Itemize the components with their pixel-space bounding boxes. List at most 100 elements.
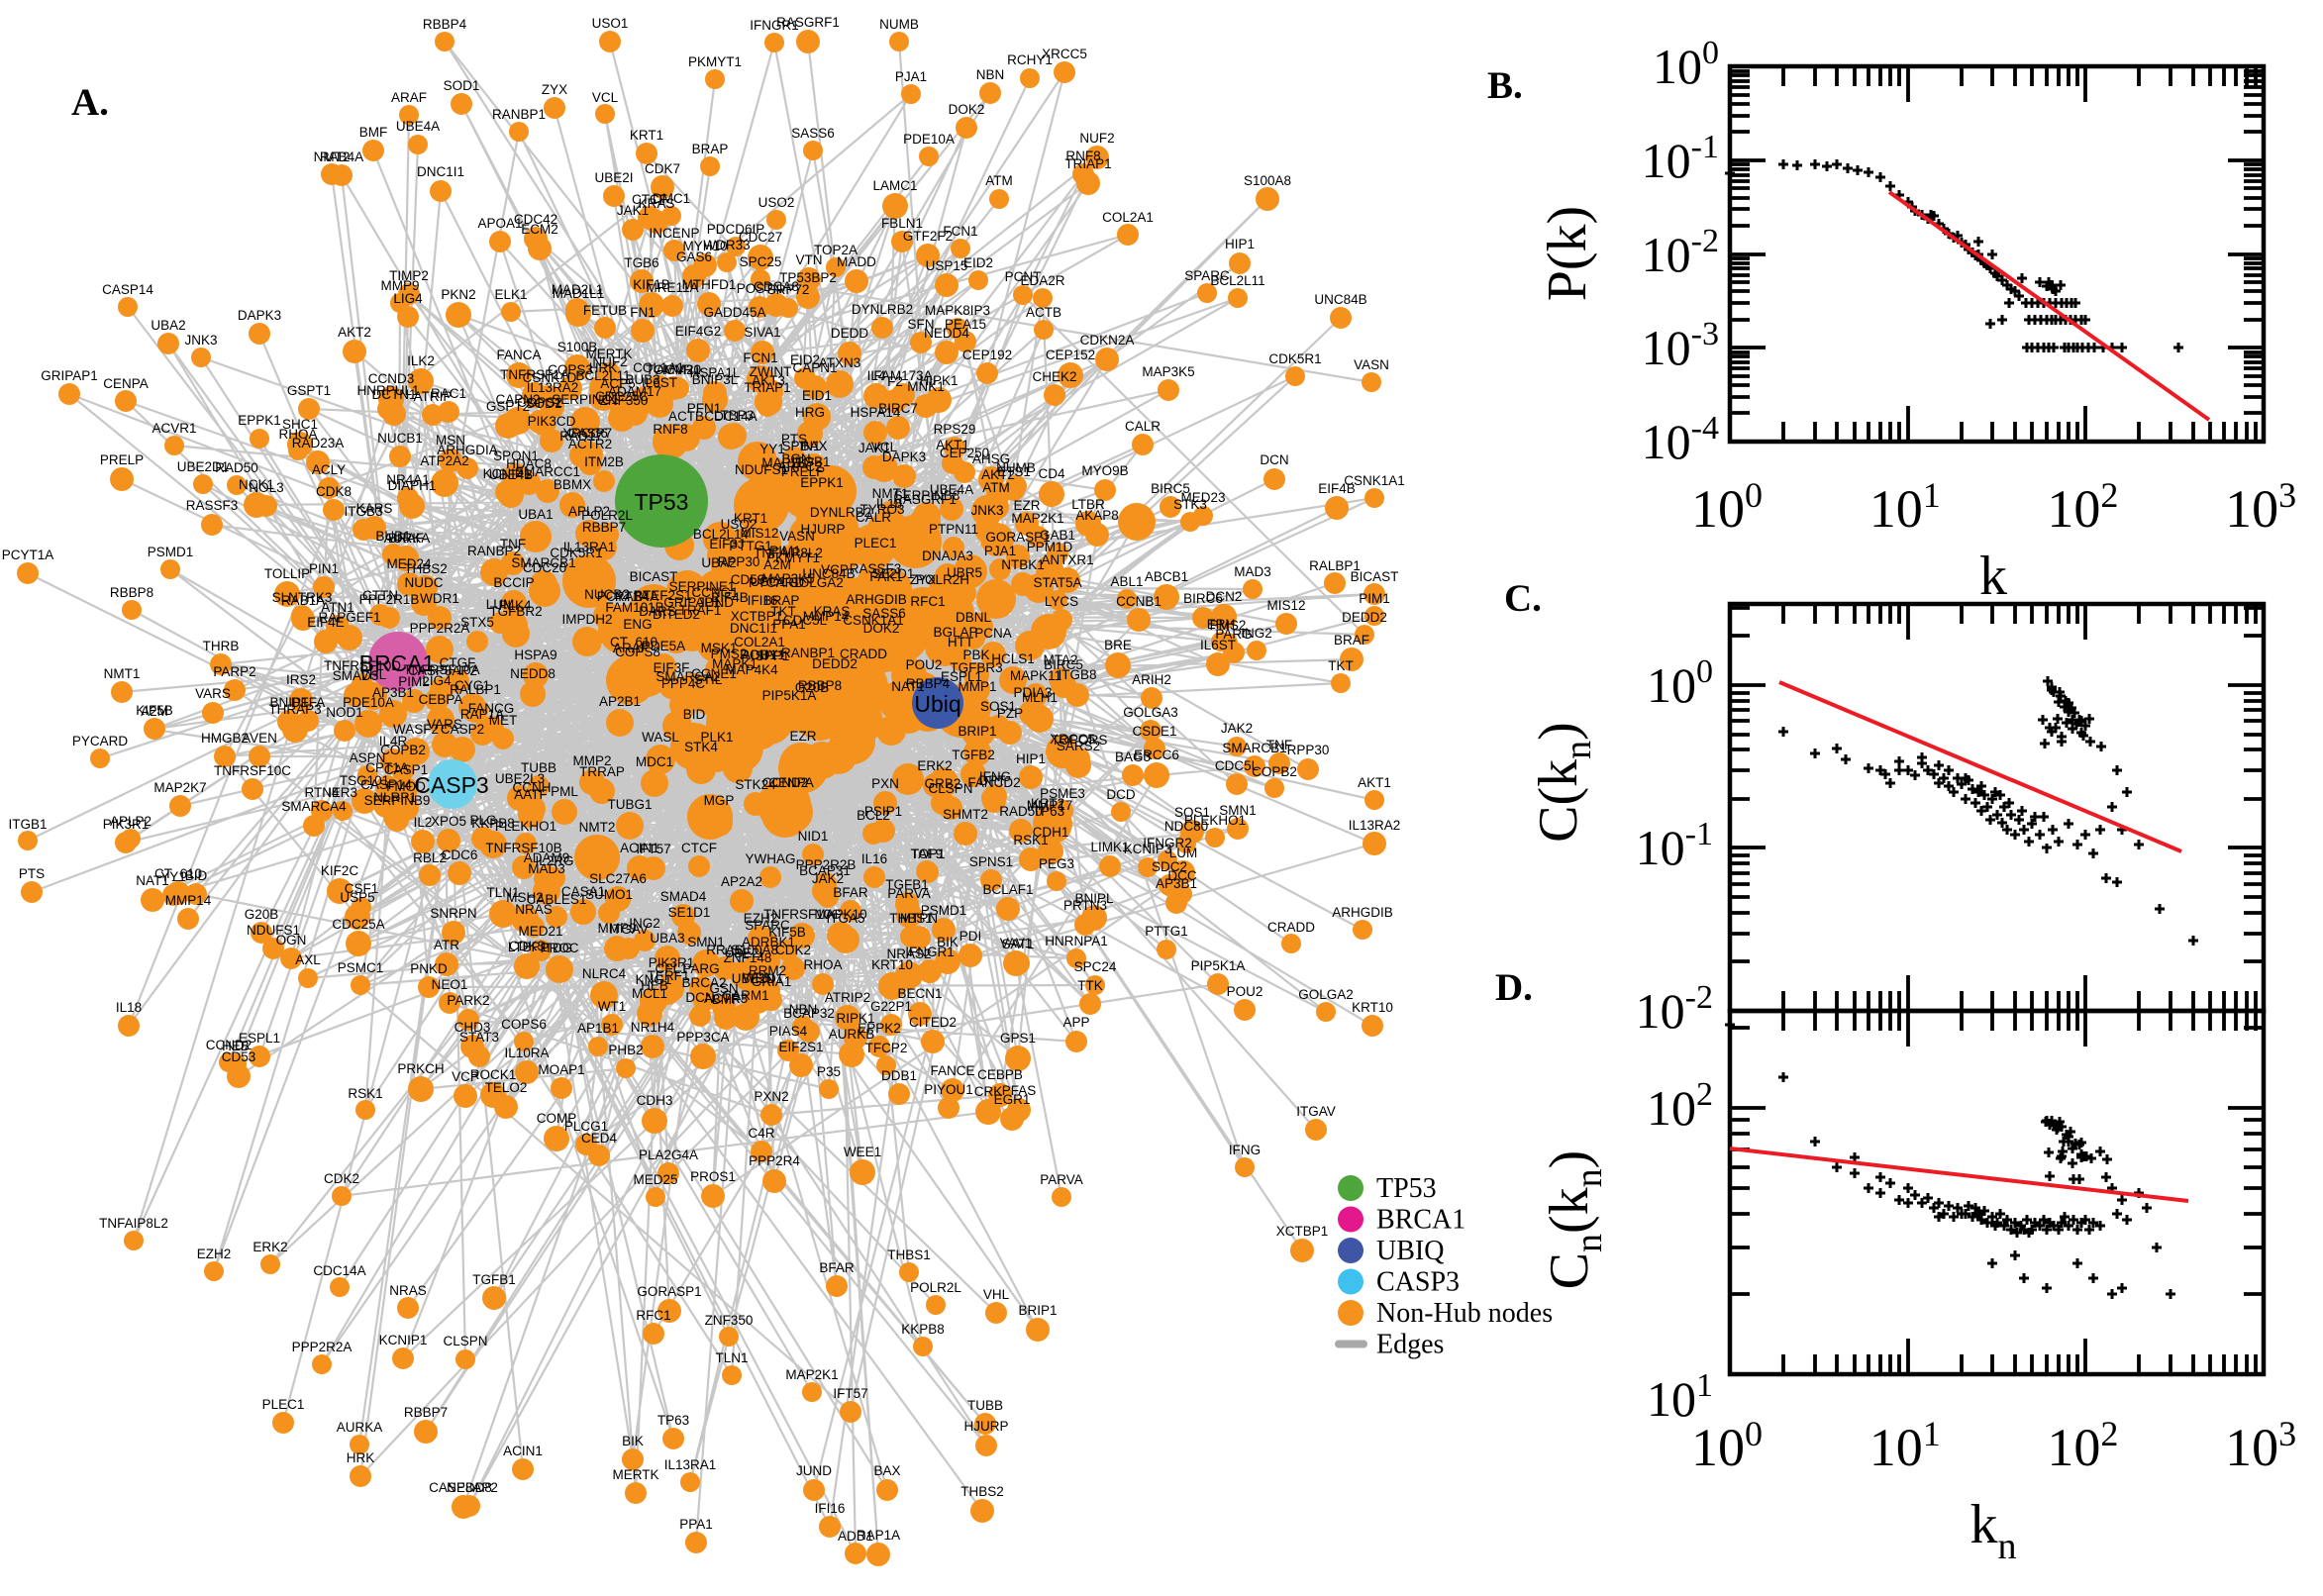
- svg-text:DEDD: DEDD: [831, 326, 869, 341]
- svg-text:POLR2L: POLR2L: [910, 1280, 961, 1295]
- svg-text:DBNL: DBNL: [956, 610, 992, 625]
- svg-text:SMARCC1: SMARCC1: [515, 464, 580, 479]
- svg-text:CDC14A: CDC14A: [313, 1263, 365, 1278]
- svg-text:CDCA8: CDCA8: [754, 279, 799, 294]
- svg-text:PARG: PARG: [1215, 627, 1252, 642]
- svg-text:TP53: TP53: [635, 489, 689, 515]
- svg-text:RNF8: RNF8: [1065, 149, 1100, 163]
- svg-text:PTS: PTS: [19, 866, 45, 881]
- svg-text:TELO2: TELO2: [485, 1080, 528, 1095]
- svg-text:ARHGDIA: ARHGDIA: [437, 443, 498, 457]
- svg-text:NUF2: NUF2: [592, 354, 627, 369]
- svg-text:SOD1: SOD1: [444, 78, 480, 93]
- svg-text:PPP4C: PPP4C: [661, 676, 706, 691]
- svg-text:PDIA3: PDIA3: [1013, 685, 1052, 700]
- svg-text:BGLAP: BGLAP: [933, 625, 977, 640]
- svg-text:VCP: VCP: [821, 562, 849, 577]
- svg-text:PMS2: PMS2: [1210, 618, 1247, 633]
- svg-text:ARHGDIB: ARHGDIB: [1332, 905, 1393, 920]
- svg-text:CASP14: CASP14: [360, 777, 412, 792]
- svg-text:VARS: VARS: [427, 717, 462, 732]
- svg-text:PRELP: PRELP: [781, 464, 825, 479]
- svg-text:PKMYT1: PKMYT1: [766, 550, 820, 565]
- svg-text:THBS1: THBS1: [887, 1247, 931, 1262]
- svg-text:CT_610: CT_610: [154, 866, 202, 881]
- svg-text:PCNA: PCNA: [974, 626, 1012, 641]
- svg-text:UBA2: UBA2: [151, 318, 185, 333]
- svg-text:BIRC6: BIRC6: [1183, 591, 1223, 606]
- svg-text:PXN2: PXN2: [754, 1089, 788, 1104]
- svg-text:UNC84B: UNC84B: [802, 566, 855, 581]
- svg-text:RBL2: RBL2: [413, 850, 447, 865]
- svg-text:GAB1: GAB1: [1040, 528, 1075, 543]
- svg-text:AURKA: AURKA: [384, 531, 431, 546]
- svg-text:ECM2: ECM2: [521, 222, 558, 237]
- svg-text:UBE4B: UBE4B: [489, 467, 533, 482]
- svg-text:ATXN3: ATXN3: [819, 355, 861, 370]
- svg-text:UBE2D1: UBE2D1: [177, 459, 230, 474]
- svg-text:PPP2R2A: PPP2R2A: [292, 1340, 353, 1354]
- svg-text:PPA1: PPA1: [772, 617, 806, 632]
- svg-text:IL13RA1: IL13RA1: [664, 1457, 717, 1472]
- svg-text:MAPK11: MAPK11: [1010, 668, 1061, 683]
- svg-text:MMP14: MMP14: [803, 609, 850, 624]
- svg-text:CEBPA: CEBPA: [419, 692, 463, 707]
- svg-text:IL6ST: IL6ST: [1200, 638, 1236, 652]
- svg-text:MAD3: MAD3: [528, 861, 565, 876]
- svg-text:AHSG: AHSG: [972, 451, 1010, 466]
- svg-text:NEO1: NEO1: [432, 977, 468, 992]
- svg-text:NRAS: NRAS: [515, 902, 553, 917]
- svg-text:USO2: USO2: [721, 517, 758, 532]
- svg-text:KRT1: KRT1: [734, 511, 767, 526]
- svg-text:PPP2R2A: PPP2R2A: [410, 621, 470, 636]
- svg-text:NBN: NBN: [976, 67, 1005, 82]
- svg-text:ERK2: ERK2: [917, 758, 952, 773]
- svg-text:LTBR: LTBR: [1071, 497, 1105, 512]
- svg-text:SPARC: SPARC: [1184, 268, 1230, 283]
- svg-text:CDKN2A: CDKN2A: [1080, 333, 1135, 348]
- svg-text:NUMB: NUMB: [996, 460, 1036, 475]
- svg-text:ACLY: ACLY: [312, 462, 346, 477]
- svg-text:CTGF: CTGF: [440, 655, 476, 670]
- svg-text:RAP1A: RAP1A: [857, 1528, 900, 1543]
- svg-text:BCCIP: BCCIP: [493, 575, 534, 590]
- svg-text:MDC1: MDC1: [636, 754, 673, 769]
- svg-text:TUBG1: TUBG1: [607, 797, 652, 812]
- svg-text:STX5: STX5: [460, 615, 494, 630]
- svg-text:MAP4K4: MAP4K4: [725, 662, 778, 677]
- svg-text:POSTN: POSTN: [737, 281, 783, 296]
- svg-text:NUMB: NUMB: [879, 17, 919, 32]
- svg-text:AURKB: AURKB: [829, 1027, 875, 1042]
- svg-text:SDC2: SDC2: [1152, 859, 1187, 874]
- svg-text:PKN2: PKN2: [441, 287, 475, 302]
- svg-text:CDH1: CDH1: [1033, 825, 1069, 840]
- svg-text:RAD50: RAD50: [215, 460, 258, 475]
- svg-text:FBLN1: FBLN1: [881, 216, 923, 231]
- svg-text:SERPINE1: SERPINE1: [669, 579, 736, 594]
- svg-text:KNG1: KNG1: [636, 972, 672, 987]
- svg-text:NR1H4: NR1H4: [631, 1020, 675, 1035]
- svg-text:BRE: BRE: [1104, 638, 1132, 652]
- svg-text:RAD50: RAD50: [999, 804, 1043, 819]
- svg-text:DPT: DPT: [979, 773, 1006, 788]
- svg-text:NUCB2: NUCB2: [584, 587, 630, 602]
- svg-text:COMP: COMP: [537, 1111, 577, 1126]
- svg-text:DITED2: DITED2: [653, 607, 700, 622]
- svg-text:UNC84B: UNC84B: [1314, 292, 1366, 307]
- svg-text:PARK2: PARK2: [447, 993, 489, 1008]
- svg-text:MAD3: MAD3: [1234, 564, 1271, 579]
- svg-text:GOLGA2: GOLGA2: [1298, 987, 1354, 1002]
- svg-text:VHL: VHL: [360, 667, 387, 682]
- svg-text:CDC5L: CDC5L: [1215, 758, 1260, 773]
- svg-text:SPC24: SPC24: [1074, 959, 1117, 974]
- svg-text:DCC: DCC: [1167, 868, 1196, 883]
- svg-text:PIK3CD: PIK3CD: [528, 414, 576, 429]
- svg-text:TNFRSF10A: TNFRSF10A: [403, 662, 479, 677]
- svg-text:RIPK1: RIPK1: [836, 1011, 874, 1026]
- svg-text:PIAS4: PIAS4: [769, 1024, 808, 1039]
- svg-text:PEG3: PEG3: [1039, 856, 1074, 871]
- svg-text:EIF3F: EIF3F: [654, 660, 690, 675]
- svg-text:PLK1: PLK1: [700, 730, 733, 745]
- svg-text:RANBP1: RANBP1: [781, 646, 835, 660]
- svg-text:ACVR1: ACVR1: [656, 362, 700, 377]
